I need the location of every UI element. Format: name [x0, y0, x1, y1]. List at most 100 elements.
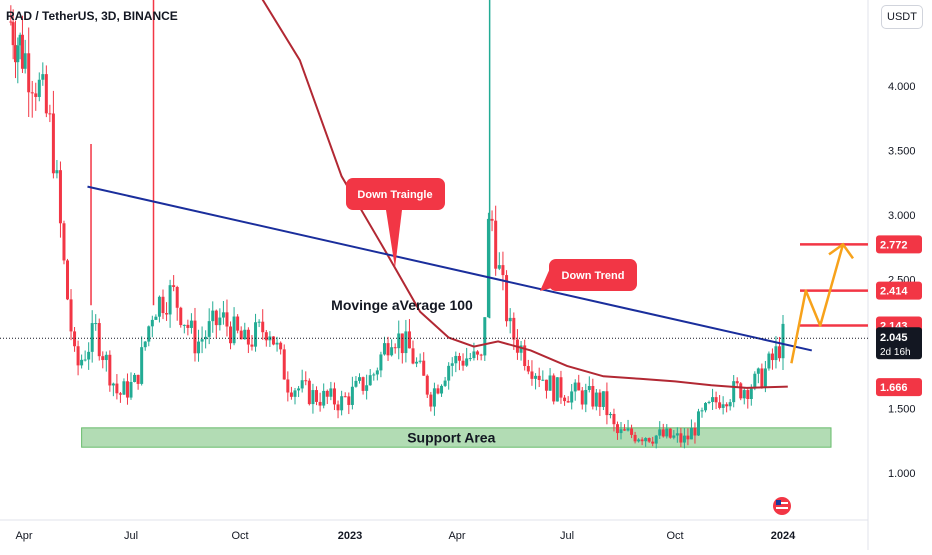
candle-body	[108, 354, 112, 386]
moving-average-line	[261, 0, 788, 389]
candle-body	[332, 388, 336, 405]
candle-body	[221, 312, 225, 318]
candle-body	[229, 326, 233, 344]
candle-body	[559, 377, 563, 398]
candle-body	[347, 396, 351, 405]
candle-body	[41, 74, 45, 80]
candle-body	[379, 354, 383, 371]
candle-body	[686, 435, 690, 440]
candle-body	[490, 218, 494, 221]
candle-body	[696, 411, 700, 436]
candle-body	[214, 310, 218, 326]
candle-body	[268, 336, 272, 341]
candle-body	[386, 343, 390, 356]
candle-body	[115, 383, 119, 394]
price-label-r3-bg	[876, 235, 922, 254]
candle-body	[179, 307, 183, 326]
x-tick-label: Apr	[448, 530, 465, 542]
price-label-ma-bg	[876, 378, 922, 397]
candle-body	[83, 359, 87, 361]
candle-body	[728, 402, 732, 407]
candle-body	[577, 382, 581, 391]
candle-body	[143, 341, 147, 348]
candle-body	[300, 380, 304, 389]
x-tick-label: 2024	[771, 530, 796, 542]
candle-body	[343, 396, 347, 398]
candle-body	[689, 427, 693, 440]
candle-body	[450, 363, 454, 366]
candle-body	[407, 331, 411, 349]
candle-body	[90, 323, 94, 352]
candle-body	[27, 53, 31, 93]
candle-body	[304, 380, 308, 382]
candle-body	[51, 113, 55, 174]
candle-body	[358, 377, 362, 381]
candle-body	[207, 321, 211, 337]
candle-body	[393, 347, 397, 349]
candle-body	[372, 374, 376, 376]
candle-body	[647, 438, 651, 442]
candle-body	[548, 375, 552, 391]
candle-body	[175, 286, 179, 308]
support-area-label: Support Area	[407, 430, 495, 446]
candle-body	[494, 220, 498, 269]
candle-body	[325, 390, 329, 397]
candle-body	[770, 353, 774, 361]
candle-body	[157, 296, 161, 317]
candle-body	[218, 317, 222, 326]
currency-button[interactable]: USDT	[881, 5, 923, 29]
candle-body	[232, 316, 236, 344]
candle-body	[756, 368, 760, 374]
candle-body	[118, 393, 122, 395]
candle-body	[172, 285, 176, 287]
candle-body	[365, 385, 369, 391]
candle-body	[718, 402, 722, 408]
candle-body	[654, 435, 658, 444]
candle-body	[637, 439, 641, 442]
down-triangle-callout-pointer	[386, 210, 402, 268]
candle-body	[591, 386, 595, 407]
candle-body	[250, 344, 254, 347]
candle-body	[182, 324, 186, 326]
candle-body	[23, 53, 27, 69]
candle-body	[225, 312, 229, 327]
candle-body	[739, 383, 743, 399]
price-label-ma: 1.666	[880, 382, 908, 394]
candle-body	[150, 319, 154, 327]
candle-body	[580, 390, 584, 405]
candle-body	[658, 429, 662, 436]
candle-body	[468, 358, 472, 360]
x-tick-label: Apr	[15, 530, 32, 542]
candle-body	[512, 317, 516, 340]
candle-body	[760, 368, 764, 388]
down-triangle-label: Down Traingle	[357, 189, 432, 201]
candle-body	[37, 79, 41, 97]
candle-body	[293, 390, 297, 397]
candle-body	[140, 347, 144, 384]
candle-body	[432, 388, 436, 407]
candle-body	[541, 379, 545, 381]
x-tick-label: Oct	[231, 530, 248, 542]
candle-body	[425, 375, 429, 395]
candle-body	[497, 265, 501, 269]
candle-body	[612, 413, 616, 425]
candle-body	[573, 382, 577, 392]
candle-body	[282, 349, 286, 380]
candle-body	[400, 333, 404, 354]
candle-body	[700, 410, 704, 412]
candle-body	[633, 434, 637, 442]
candle-body	[382, 343, 386, 355]
candle-body	[508, 317, 512, 322]
candle-body	[523, 345, 527, 367]
y-tick-label: 1.500	[888, 404, 916, 416]
candle-body	[97, 323, 101, 357]
candle-body	[257, 321, 261, 323]
candle-body	[682, 435, 686, 443]
candle-body	[197, 341, 201, 354]
candle-body	[526, 366, 530, 372]
candle-body	[429, 394, 433, 407]
candle-body	[307, 380, 311, 405]
candle-body	[211, 310, 215, 322]
